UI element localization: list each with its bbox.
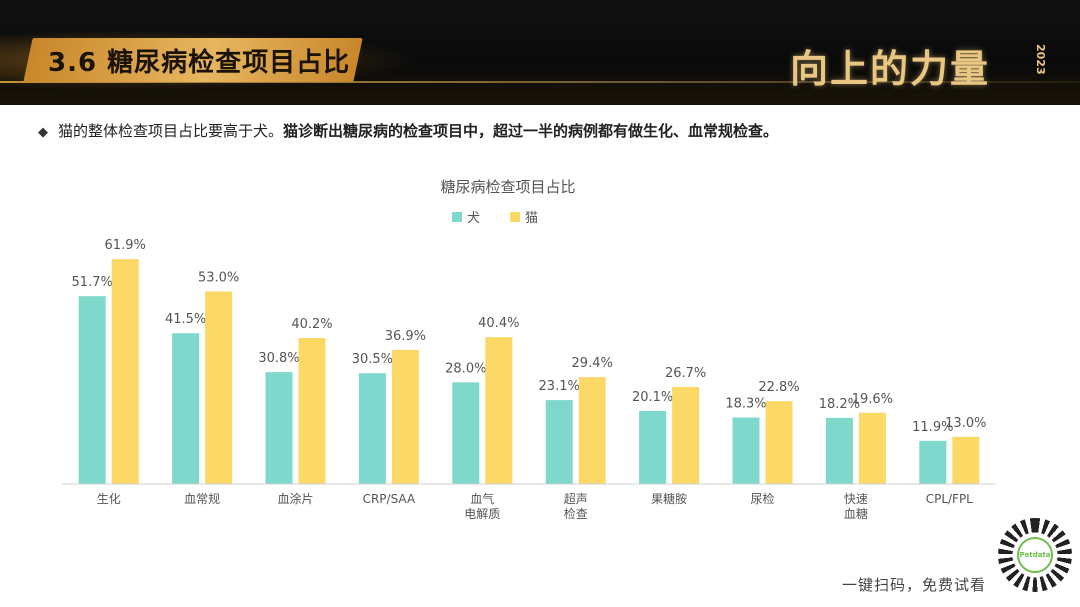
bar-dog-5 xyxy=(545,400,573,484)
bar-dog-8 xyxy=(825,417,853,484)
bar-dog-3 xyxy=(358,373,386,484)
value-label-dog-7: 18.3% xyxy=(725,397,766,412)
value-label-cat-4: 40.4% xyxy=(478,316,519,331)
x-tick-label-9-0: CPL/FPL xyxy=(926,492,973,506)
chart-bars: 51.7% 61.9% 41.5% 53.0% 30.8% 40.2% 30.5% 36.9%… xyxy=(72,238,986,484)
value-label-dog-5: 23.1% xyxy=(539,379,580,394)
x-tick-label-7-0: 尿检 xyxy=(750,491,774,506)
x-tick-label-1-0: 血常规 xyxy=(184,491,220,506)
value-label-cat-9: 13.0% xyxy=(945,416,986,431)
chart-legend: 犬猫 xyxy=(452,211,538,226)
bar-cat-4 xyxy=(485,337,513,484)
value-label-cat-1: 53.0% xyxy=(198,270,239,285)
x-tick-label-3-0: CRP/SAA xyxy=(363,492,416,506)
x-tick-label-8-0: 快速 xyxy=(844,492,868,506)
summary-normal-text: 猫的整体检查项目占比要高于犬。 xyxy=(58,122,284,140)
x-tick-label-4-0: 血气 xyxy=(470,491,494,506)
bar-dog-4 xyxy=(452,382,480,484)
bar-cat-5 xyxy=(578,377,606,484)
x-tick-label-0-0: 生化 xyxy=(97,492,121,506)
bar-dog-0 xyxy=(78,296,106,484)
bar-cat-0 xyxy=(111,259,139,484)
bar-cat-3 xyxy=(391,349,419,484)
summary-bullet: ◆ 猫的整体检查项目占比要高于犬。猫诊断出糖尿病的检查项目中，超过一半的病例都有做… xyxy=(38,120,778,141)
bar-cat-7 xyxy=(765,401,793,484)
bar-cat-2 xyxy=(298,338,326,484)
bar-dog-2 xyxy=(265,372,293,484)
value-label-cat-7: 22.8% xyxy=(758,380,799,395)
bar-dog-7 xyxy=(732,417,760,484)
value-label-dog-6: 20.1% xyxy=(632,390,673,405)
bar-dog-1 xyxy=(172,333,200,484)
x-tick-label-6-0: 果糖胺 xyxy=(651,491,687,506)
bar-cat-6 xyxy=(672,387,700,484)
page-title: 3.6 糖尿病检查项目占比 xyxy=(48,48,351,78)
value-label-dog-0: 51.7% xyxy=(72,275,113,290)
x-tick-label-5-1: 检查 xyxy=(564,506,588,521)
value-label-cat-5: 29.4% xyxy=(572,356,613,371)
summary-bold-text: 猫诊断出糖尿病的检查项目中，超过一半的病例都有做生化、血常规检查。 xyxy=(283,122,779,140)
value-label-cat-8: 19.6% xyxy=(852,392,893,407)
bar-cat-1 xyxy=(205,291,233,484)
value-label-cat-0: 61.9% xyxy=(105,238,146,253)
value-label-cat-3: 36.9% xyxy=(385,329,426,344)
x-tick-label-2-0: 血涂片 xyxy=(277,491,313,506)
value-label-cat-2: 40.2% xyxy=(291,317,332,332)
legend-label-1: 猫 xyxy=(525,211,538,226)
value-label-dog-2: 30.8% xyxy=(258,351,299,366)
header-gold-line xyxy=(0,81,1080,83)
bar-cat-9 xyxy=(952,436,980,484)
x-tick-label-5-0: 超声 xyxy=(564,491,588,506)
value-label-dog-1: 41.5% xyxy=(165,312,206,327)
brand-logo-year: 2023 xyxy=(1034,44,1047,75)
legend-swatch-1 xyxy=(510,212,520,222)
legend-label-0: 犬 xyxy=(467,211,480,226)
value-label-dog-8: 18.2% xyxy=(819,397,860,412)
chart-title: 糖尿病检查项目占比 xyxy=(440,178,575,196)
value-label-cat-6: 26.7% xyxy=(665,366,706,381)
legend-swatch-0 xyxy=(452,212,462,222)
scan-prompt-text: 一键扫码，免费试看 xyxy=(842,576,987,594)
bar-dog-9 xyxy=(919,440,947,484)
x-tick-label-8-1: 血糖 xyxy=(844,506,868,521)
value-label-dog-9: 11.9% xyxy=(912,420,953,435)
brand-logo: 向上的力量 xyxy=(790,46,991,91)
diamond-bullet-icon: ◆ xyxy=(38,125,48,140)
value-label-dog-3: 30.5% xyxy=(352,352,393,367)
bar-cat-8 xyxy=(858,412,886,484)
x-tick-label-4-1: 电解质 xyxy=(464,507,500,521)
qr-brand-badge: Petdata xyxy=(1017,537,1053,573)
bar-dog-6 xyxy=(639,411,667,484)
value-label-dog-4: 28.0% xyxy=(445,361,486,376)
